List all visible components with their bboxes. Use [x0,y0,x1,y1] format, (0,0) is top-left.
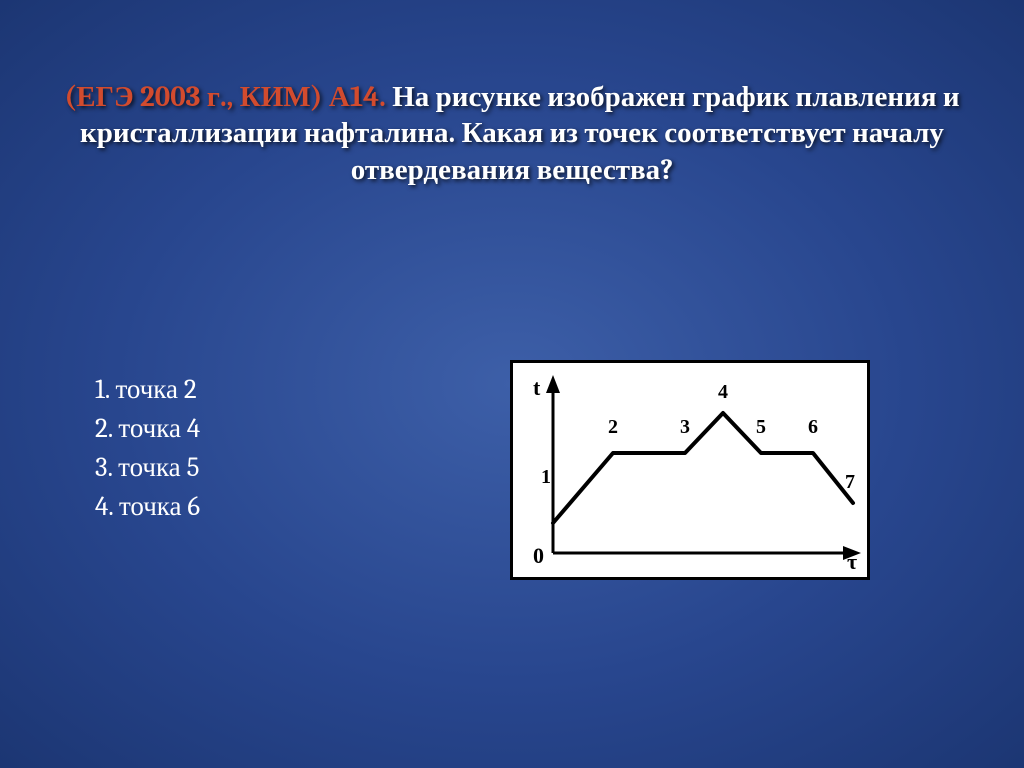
point-label: 6 [808,416,818,438]
axes [546,375,861,560]
title-source: (ЕГЭ 2003 г., КИМ) А14. [64,81,385,114]
point-label: 2 [608,416,618,438]
origin-label: 0 [533,543,544,568]
x-axis-label: τ [847,549,857,574]
answer-list: 1. точка 2 2. точка 4 3. точка 5 4. точк… [95,370,200,527]
slide: (ЕГЭ 2003 г., КИМ) А14. На рисунке изобр… [0,0,1024,768]
question-title: (ЕГЭ 2003 г., КИМ) А14. На рисунке изобр… [60,80,964,189]
y-axis-label: t [533,375,541,400]
point-label: 3 [680,416,690,438]
answer-option: 1. точка 2 [95,370,200,409]
answer-option: 3. точка 5 [95,448,200,487]
point-label: 7 [845,471,855,493]
point-label: 1 [541,466,551,488]
answer-option: 2. точка 4 [95,409,200,448]
graph-figure: t τ 0 1 2 3 4 5 6 7 [510,360,870,580]
graph-svg: t τ 0 1 2 3 4 5 6 7 [513,363,867,577]
point-label: 5 [756,416,766,438]
answer-option: 4. точка 6 [95,487,200,526]
point-label: 4 [718,381,728,403]
